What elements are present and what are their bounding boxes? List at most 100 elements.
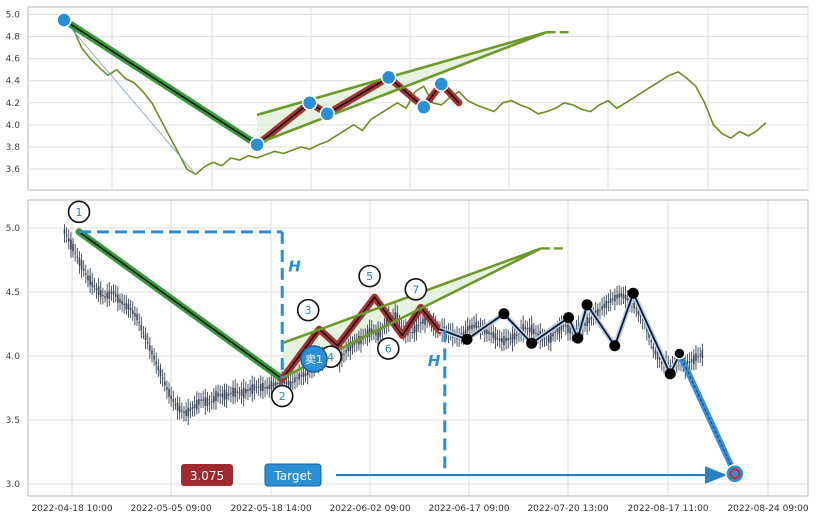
candle-body [67, 238, 70, 242]
candle-body [693, 354, 695, 365]
overview-grid [28, 7, 809, 190]
candle-body [131, 310, 134, 315]
main-target-path [678, 353, 736, 475]
candle-body [157, 366, 160, 371]
candle-body [624, 294, 627, 300]
candle-body [247, 389, 249, 392]
candle-body [635, 308, 638, 310]
target-marker-ring [729, 468, 741, 480]
pivot-label: 4 [327, 351, 334, 364]
candle-body [234, 387, 236, 398]
candle-body [240, 389, 243, 396]
candle-body [74, 252, 76, 254]
projection-end-point [673, 347, 686, 360]
candle-body [306, 370, 309, 376]
candle-body [385, 317, 388, 327]
candle-body [558, 324, 561, 335]
candle-body [562, 325, 565, 327]
x-tick-label: 2022-06-17 09:00 [428, 504, 509, 514]
pivot-label: 6 [385, 343, 392, 356]
candle-body [300, 374, 303, 377]
candle-body [477, 326, 480, 328]
candle-body [232, 387, 234, 397]
candle-body [697, 356, 699, 358]
y-tick-label: 3.5 [6, 416, 20, 426]
price-badge-label: 3.075 [190, 469, 224, 483]
candle-body [509, 337, 512, 340]
pivot-label-ring [270, 384, 294, 408]
candle-body [699, 354, 702, 356]
candle-body [230, 392, 232, 394]
candle-body [569, 325, 571, 334]
candle-body [554, 331, 556, 333]
candle-body [170, 395, 172, 399]
candle-body [217, 392, 219, 397]
candle-body [556, 327, 559, 333]
candle-body [117, 294, 119, 303]
candle-body [622, 294, 625, 299]
candle-body [302, 372, 305, 378]
candle-body [565, 325, 567, 327]
candle-body [466, 326, 469, 331]
candle-body [227, 394, 230, 396]
candle-body [82, 268, 85, 271]
candle-body [471, 324, 473, 330]
candle-body [146, 341, 149, 344]
candle-body [701, 349, 704, 358]
y-tick-label: 4.4 [6, 77, 21, 87]
overview-chart: 3.6 3.8 4.0 4.2 4.4 4.6 4.8 5.0 [6, 6, 809, 191]
candle-body [618, 293, 620, 298]
candle-body [289, 381, 292, 388]
candle-body [89, 275, 91, 286]
candle-body [590, 317, 593, 320]
candle-body [178, 405, 181, 413]
candle-body [599, 309, 601, 311]
candle-body [486, 329, 488, 334]
pivot-label-ring [296, 298, 320, 322]
candle-body [198, 399, 200, 405]
breakout-height-label: H [428, 352, 441, 370]
candle-body [259, 383, 262, 392]
y-tick-label: 3.0 [6, 480, 21, 490]
candle-body [633, 302, 635, 309]
candle-body [409, 332, 411, 334]
candle-body [149, 345, 151, 351]
candle-body [304, 373, 307, 376]
candle-body [368, 327, 371, 338]
pivot-label-ring [377, 337, 400, 360]
projection-point [627, 287, 639, 299]
projection-point [581, 299, 593, 311]
height-label: H [288, 258, 301, 276]
y-tick-label: 5.0 [6, 224, 21, 234]
candle-body [588, 317, 591, 324]
candle-body [168, 389, 170, 397]
candle-body [609, 298, 612, 303]
candle-body [661, 360, 663, 364]
y-tick-label: 4.0 [6, 121, 21, 131]
overview-pivot-point [416, 99, 432, 115]
candle-body [547, 335, 550, 343]
candle-body [413, 325, 416, 334]
candle-body [80, 260, 83, 270]
candle-body [535, 332, 537, 334]
candle-body [213, 395, 215, 403]
candle-body [106, 292, 108, 299]
candle-body [419, 322, 422, 324]
candle-body [270, 380, 273, 390]
projection-point [498, 308, 510, 320]
candle-body [223, 389, 226, 400]
candle-body [114, 293, 117, 297]
target-marker [725, 464, 745, 484]
pivot-label: 7 [412, 283, 419, 296]
candle-body [166, 387, 168, 390]
candle-body [63, 229, 66, 234]
pivot-label: 1 [76, 206, 83, 219]
candle-body [415, 323, 418, 333]
target-button [264, 463, 322, 487]
candle-body [533, 328, 535, 335]
candle-body [104, 296, 106, 298]
candle-body [501, 338, 503, 343]
candle-body [268, 384, 271, 389]
y-tick-label: 4.2 [6, 99, 20, 109]
candle-body [381, 329, 384, 331]
